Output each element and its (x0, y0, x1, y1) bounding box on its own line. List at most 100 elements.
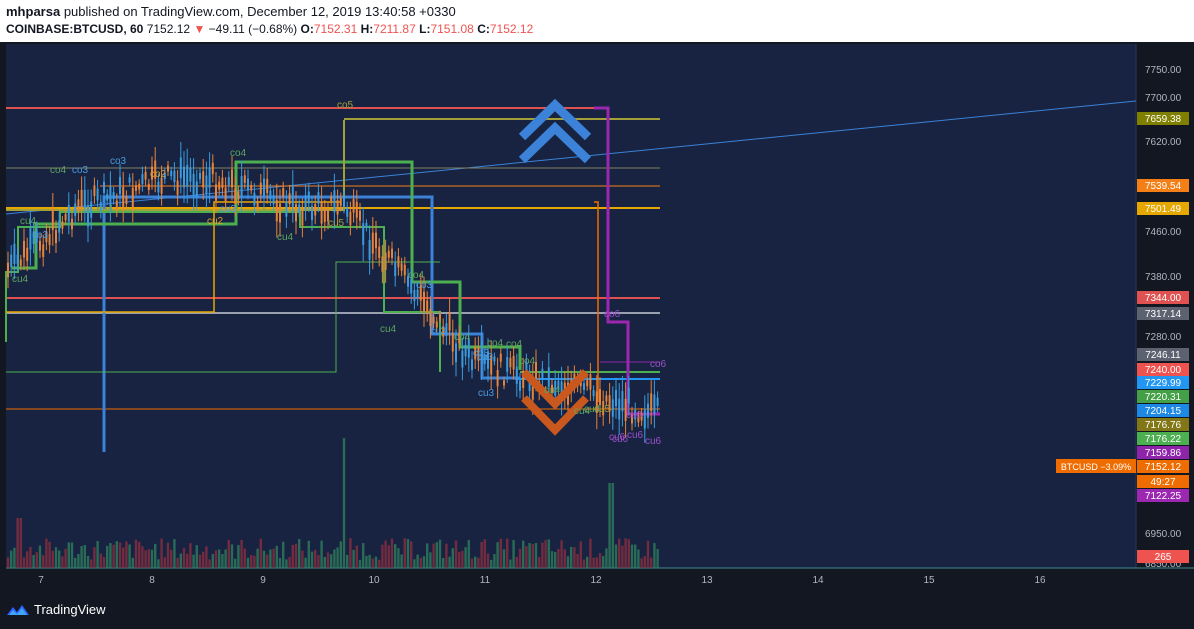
pattern-label: co3 (32, 230, 49, 241)
pattern-label: co4 (454, 332, 471, 343)
volume-bars (6, 438, 659, 568)
pattern-label: cu4 (584, 404, 601, 415)
high-label: H: (360, 22, 374, 36)
y-tick-label: 7700.00 (1145, 93, 1182, 104)
x-axis-ticks: 7 8 9 10 11 12 13 14 15 16 (38, 575, 1046, 586)
pattern-label: cu6 (609, 432, 626, 443)
x-tick-label: 14 (812, 575, 824, 586)
close-value: 7152.12 (489, 22, 534, 36)
pattern-label: co4 (506, 339, 523, 350)
x-tick-label: 15 (923, 575, 935, 586)
svg-text:7246.11: 7246.11 (1145, 350, 1181, 361)
price-badge: 7246.11 (1137, 348, 1189, 361)
last-price: 7152.12 (146, 22, 191, 36)
price-badge: 7204.15 (1137, 404, 1189, 417)
pattern-label: cu4 (544, 385, 561, 396)
price-badge: 7539.54 (1137, 179, 1189, 192)
low-value: 7151.08 (430, 22, 474, 36)
y-tick-label: 7750.00 (1145, 65, 1182, 76)
pattern-label: cu4 (277, 232, 294, 243)
price-badge: 7159.86 (1137, 446, 1189, 459)
pattern-label: co4 (50, 165, 67, 176)
tradingview-logo-icon (7, 604, 29, 615)
down-arrow-icon (521, 369, 589, 436)
price-badge: 7152.12 (1137, 460, 1189, 473)
price-badge: 7344.00 (1137, 291, 1189, 304)
svg-text:7344.00: 7344.00 (1145, 293, 1182, 304)
up-arrow-icon (518, 98, 592, 164)
pattern-label: cu4 (380, 324, 397, 335)
symbol-change-badge: BTCUSD −3.09% (1056, 459, 1136, 473)
pattern-label: cu6 (627, 430, 644, 441)
pattern-label: cu3 (478, 388, 495, 399)
plot-area[interactable] (6, 44, 1136, 568)
author-name[interactable]: mhparsa (6, 4, 61, 19)
pattern-label: cu6 (645, 436, 662, 447)
pattern-label: co4 (519, 356, 536, 367)
pattern-label: co4 (408, 270, 425, 281)
x-tick-label: 13 (701, 575, 713, 586)
svg-text:7159.86: 7159.86 (1145, 448, 1182, 459)
pattern-label: cu6 (612, 434, 629, 445)
x-tick-label: 16 (1034, 575, 1046, 586)
svg-text:49:27: 49:27 (1150, 477, 1175, 488)
published-text: published on TradingView.com, December 1… (63, 4, 456, 19)
price-change: −49.11 (−0.68%) (208, 22, 298, 36)
svg-text:7220.31: 7220.31 (1145, 392, 1182, 403)
svg-text:7229.99: 7229.99 (1145, 378, 1182, 389)
symbol-label: COINBASE:BTCUSD, 60 (6, 22, 144, 36)
y-tick-label: 6850.00 (1145, 559, 1182, 570)
pattern-label: co6 (650, 359, 667, 370)
svg-text:7204.15: 7204.15 (1145, 406, 1182, 417)
pattern-label: co2 (150, 169, 167, 180)
low-label: L: (419, 22, 431, 36)
svg-text:7152.12: 7152.12 (1145, 462, 1182, 473)
y-tick-label: 7380.00 (1145, 272, 1182, 283)
pattern-label: co4 (487, 338, 504, 349)
svg-text:7176.22: 7176.22 (1145, 434, 1182, 445)
svg-text:7176.76: 7176.76 (1145, 420, 1182, 431)
price-badge: 7659.38 (1137, 112, 1189, 125)
svg-text:7501.49: 7501.49 (1145, 204, 1182, 215)
x-tick-label: 10 (368, 575, 380, 586)
publish-info: mhparsa published on TradingView.com, De… (6, 4, 456, 19)
x-tick-label: 7 (38, 575, 44, 586)
price-badges: 7659.38 7539.54 7501.49 7344.00 7317.14 7246.… (1137, 112, 1189, 563)
pattern-label: co3 (416, 280, 433, 291)
price-badge: 7122.25 (1137, 489, 1189, 502)
price-badge: 7176.22 (1137, 432, 1189, 445)
svg-text:BTCUSD −3.09%: BTCUSD −3.09% (1061, 462, 1131, 472)
close-label: C: (477, 22, 490, 36)
brand[interactable]: TradingView (6, 602, 106, 617)
pattern-label: co4 (230, 148, 247, 159)
pattern-label: cu5 (594, 404, 611, 415)
pattern-label: cu3 (477, 352, 494, 363)
pattern-label: co6 (604, 309, 621, 320)
symbol-info: COINBASE:BTCUSD, 60 7152.12 ▼ −49.11 (−0… (6, 22, 533, 36)
price-badge: 49:27 (1137, 475, 1189, 488)
price-badge: 7240.00 (1137, 363, 1189, 376)
y-tick-label: 7460.00 (1145, 227, 1182, 238)
svg-text:7539.54: 7539.54 (1145, 181, 1182, 192)
svg-text:265: 265 (1155, 552, 1172, 563)
pattern-label: cu6 (626, 410, 643, 421)
candlesticks (7, 142, 659, 443)
open-label: O: (300, 22, 314, 36)
svg-text:7240.00: 7240.00 (1145, 365, 1182, 376)
price-badge: 7229.99 (1137, 376, 1189, 389)
pattern-label: cu4 (20, 216, 37, 227)
y-tick-label: 7280.00 (1145, 332, 1182, 343)
high-value: 7211.87 (373, 22, 416, 36)
svg-text:7317.14: 7317.14 (1145, 309, 1182, 320)
x-tick-label: 12 (590, 575, 602, 586)
chart-header: mhparsa published on TradingView.com, De… (0, 0, 1194, 42)
pattern-label: cu5 (328, 218, 345, 229)
price-badge: 7501.49 (1137, 202, 1189, 215)
open-value: 7152.31 (313, 22, 358, 36)
pattern-label: cu3 (430, 326, 447, 337)
y-tick-label: 6950.00 (1145, 529, 1182, 540)
x-tick-label: 9 (260, 575, 266, 586)
chart-frame[interactable]: co5 co4 co3 co3 co2 co4 cu4 cu3 cu2 cu3 cu4 cu4 cu4 c… (0, 42, 1194, 587)
